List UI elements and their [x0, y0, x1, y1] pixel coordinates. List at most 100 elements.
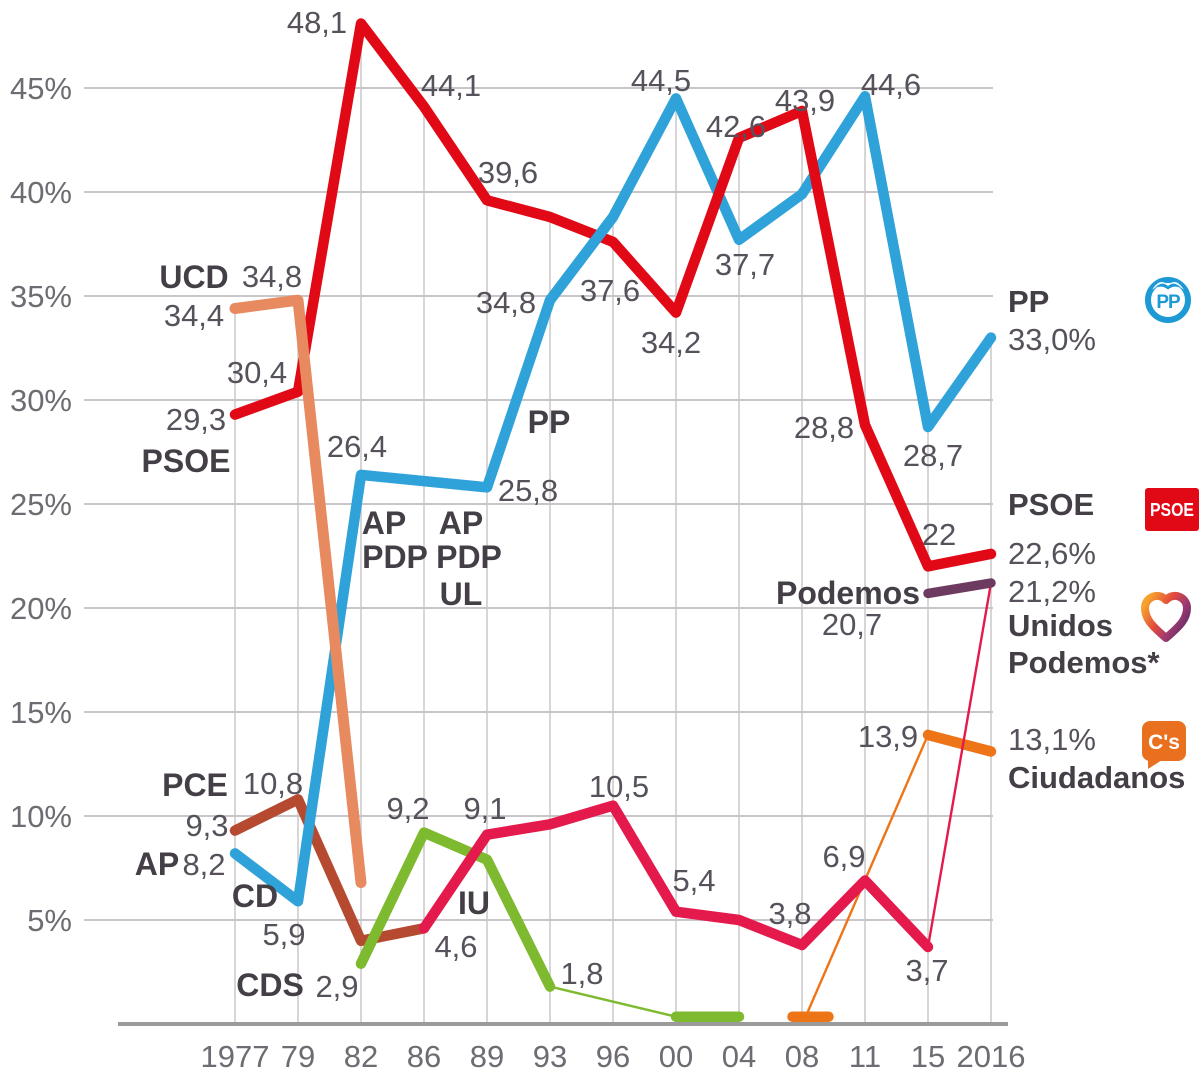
legend-up-value: 21,2% — [1008, 574, 1096, 609]
value-label: 42,6 — [706, 109, 766, 144]
x-tick-label: 11 — [849, 1039, 881, 1074]
value-label: 34,4 — [164, 298, 224, 333]
series-line-CDS — [355, 827, 556, 992]
pp-logo-icon: PP — [1145, 277, 1191, 323]
party-label: CDS — [236, 967, 304, 1003]
y-tick-label: 30% — [10, 383, 72, 418]
value-label: 44,5 — [631, 63, 691, 98]
value-label: 48,1 — [287, 5, 347, 40]
party-label: Podemos — [776, 575, 920, 611]
party-label: UL — [440, 576, 483, 612]
legend-psoe-value: 22,6% — [1008, 536, 1096, 571]
series-line-Ciudadanos — [922, 729, 997, 757]
legend-up-name-line1: Unidos — [1008, 608, 1114, 643]
value-label: 4,6 — [434, 929, 477, 964]
value-label: 9,2 — [386, 791, 429, 826]
y-tick-label: 5% — [27, 903, 72, 938]
series-line-PSOE — [229, 18, 997, 572]
x-tick-label: 04 — [722, 1039, 756, 1074]
x-tick-label: 86 — [407, 1039, 441, 1074]
x-tick-label: 89 — [470, 1039, 504, 1074]
series-line-UCD — [229, 294, 367, 889]
value-label: 20,7 — [822, 607, 882, 642]
value-label: 8,2 — [182, 847, 225, 882]
value-label: 5,9 — [262, 917, 305, 952]
party-label: PDP — [362, 539, 428, 575]
x-tick-label: 08 — [785, 1039, 819, 1074]
value-label: 9,3 — [185, 808, 228, 843]
value-label: 3,8 — [768, 896, 811, 931]
svg-text:PSOE: PSOE — [1150, 500, 1194, 520]
x-tick-label: 82 — [344, 1039, 378, 1074]
value-label: 29,3 — [166, 402, 226, 437]
value-label: 28,7 — [903, 438, 963, 473]
legend-psoe-name: PSOE — [1008, 487, 1095, 522]
value-label: 34,8 — [242, 259, 302, 294]
x-tick-label: 15 — [911, 1039, 945, 1074]
value-label: 25,8 — [498, 473, 558, 508]
party-label: PDP — [436, 539, 502, 575]
value-label: 37,7 — [715, 247, 775, 282]
value-label: 22 — [922, 517, 956, 552]
party-label: PCE — [162, 767, 228, 803]
ciudadanos-logo-icon: C's — [1142, 721, 1186, 769]
series-line-IU — [418, 800, 934, 953]
value-label: 3,7 — [905, 953, 948, 988]
series-line-IU-to-UnidosPodemos-thin — [926, 581, 993, 949]
series-line-PCE — [229, 794, 430, 947]
legend-pp-name: PP — [1008, 284, 1050, 319]
value-label: 34,2 — [641, 325, 701, 360]
svg-text:C's: C's — [1148, 731, 1180, 754]
value-label: 43,9 — [775, 83, 835, 118]
x-tick-label: 96 — [596, 1039, 630, 1074]
value-label: 6,9 — [822, 839, 865, 874]
value-label: 9,1 — [463, 791, 506, 826]
value-label: 37,6 — [580, 273, 640, 308]
value-label: 39,6 — [478, 155, 538, 190]
party-label: AP — [362, 505, 406, 541]
party-label: PSOE — [142, 443, 231, 479]
value-label: 34,8 — [476, 285, 536, 320]
y-tick-label: 10% — [10, 799, 72, 834]
y-tick-label: 25% — [10, 487, 72, 522]
party-label: IU — [458, 885, 490, 921]
value-label: 13,9 — [858, 719, 918, 754]
series-line-Podemos-UnidosPodemos — [923, 578, 996, 599]
party-label: CD — [232, 878, 278, 914]
y-tick-label: 15% — [10, 695, 72, 730]
x-tick-label: 79 — [281, 1039, 315, 1074]
x-tick-label: 93 — [533, 1039, 567, 1074]
value-label: 44,6 — [861, 67, 921, 102]
legend-cs-name: Ciudadanos — [1008, 760, 1186, 795]
legend-up-name-line2: Podemos* — [1008, 645, 1160, 680]
value-label: 28,8 — [794, 410, 854, 445]
value-label: 2,9 — [315, 969, 358, 1004]
value-label: 30,4 — [227, 355, 287, 390]
legend-cs-value: 13,1% — [1008, 722, 1096, 757]
series-line-Ciudadanos-rise-thin — [805, 733, 930, 1015]
series-line-PP-overlay-93-96 — [544, 211, 619, 306]
svg-text:PP: PP — [1156, 292, 1181, 313]
value-label: 10,5 — [589, 769, 649, 804]
party-label: AP — [135, 846, 179, 882]
series-line-CDS-tail-thin — [548, 985, 678, 1018]
value-label: 44,1 — [421, 68, 481, 103]
party-label: AP — [439, 505, 483, 541]
y-tick-label: 40% — [10, 175, 72, 210]
y-tick-label: 20% — [10, 591, 72, 626]
party-label: PP — [528, 404, 571, 440]
legend-pp-value: 33,0% — [1008, 322, 1096, 357]
x-tick-label: 2016 — [957, 1039, 1026, 1074]
value-label: 5,4 — [672, 863, 715, 898]
x-tick-label: 1977 — [201, 1039, 270, 1074]
unidos-podemos-heart-icon — [1140, 591, 1192, 642]
psoe-logo-icon: PSOE — [1145, 488, 1199, 531]
value-label: 10,8 — [243, 766, 303, 801]
value-label: 1,8 — [560, 956, 603, 991]
x-tick-label: 00 — [659, 1039, 693, 1074]
y-tick-label: 45% — [10, 71, 72, 106]
value-label: 26,4 — [327, 429, 387, 464]
y-tick-label: 35% — [10, 279, 72, 314]
